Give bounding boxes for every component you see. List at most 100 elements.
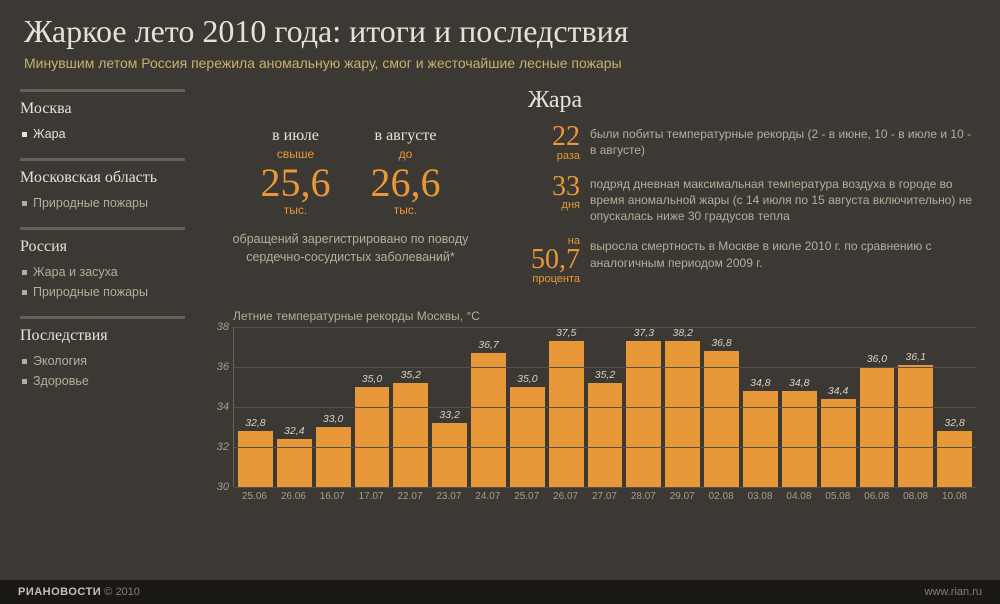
grid-line: [234, 327, 976, 328]
x-tick-label: 22.07: [393, 491, 428, 502]
x-tick-label: 10.08: [937, 491, 972, 502]
bar-value-label: 34,4: [828, 385, 848, 397]
sidebar-group-title[interactable]: Московская область: [20, 169, 185, 187]
bar-value-label: 33,2: [439, 409, 459, 421]
sidebar-group-title[interactable]: Москва: [20, 100, 185, 118]
bar-value-label: 32,4: [284, 425, 304, 437]
footer-url: www.rian.ru: [925, 586, 982, 598]
x-tick-label: 02.08: [704, 491, 739, 502]
bar-value-label: 35,2: [595, 369, 615, 381]
stat-column: в июлесвыше25,6тыс.: [261, 127, 331, 217]
sidebar: Москва Жара Московская область Природные по…: [20, 87, 185, 502]
bar-value-label: 36,0: [867, 353, 887, 365]
bar-fill: [471, 353, 506, 487]
bar-value-label: 32,8: [245, 417, 265, 429]
bar-value-label: 35,0: [517, 373, 537, 385]
bar-fill: [432, 423, 467, 487]
x-tick-label: 16.07: [315, 491, 350, 502]
sidebar-item[interactable]: Жара: [20, 124, 185, 144]
y-tick-label: 34: [217, 401, 229, 413]
x-tick-label: 26.06: [276, 491, 311, 502]
sidebar-item[interactable]: Экология: [20, 351, 185, 371]
y-tick-label: 32: [217, 441, 229, 453]
stat-value: 26,6: [371, 163, 441, 203]
stat-unit: тыс.: [261, 203, 331, 217]
y-tick-label: 30: [217, 481, 229, 493]
bar-value-label: 35,2: [401, 369, 421, 381]
fact-text: подряд дневная максимальная температура …: [590, 174, 976, 225]
sidebar-group-title[interactable]: Россия: [20, 238, 185, 256]
bar-fill: [510, 387, 545, 487]
x-tick-label: 28.07: [626, 491, 661, 502]
fact-text: выросла смертность в Москве в июле 2010 …: [590, 236, 976, 285]
bar-value-label: 38,2: [672, 327, 692, 339]
bar-fill: [549, 341, 584, 487]
sidebar-item[interactable]: Природные пожары: [20, 193, 185, 213]
heat-block: Жара 22разабыли побиты температурные рек…: [498, 87, 976, 297]
page-subtitle: Минувшим летом Россия пережила аномальну…: [24, 55, 976, 71]
footer: РИАНОВОСТИ © 2010 www.rian.ru: [0, 580, 1000, 604]
x-tick-label: 08.08: [898, 491, 933, 502]
fact-value: 50,7: [531, 244, 580, 275]
x-tick-label: 25.07: [509, 491, 544, 502]
x-tick-label: 24.07: [470, 491, 505, 502]
fact-value: 22: [552, 121, 580, 152]
bar-fill: [937, 431, 972, 487]
bar-fill: [665, 341, 700, 487]
stat-month: в августе: [371, 127, 441, 145]
x-tick-label: 05.08: [820, 491, 855, 502]
bar-value-label: 37,5: [556, 327, 576, 339]
footer-copyright: © 2010: [104, 586, 140, 598]
grid-line: [234, 407, 976, 408]
bar-value-label: 32,8: [944, 417, 964, 429]
sidebar-item[interactable]: Здоровье: [20, 371, 185, 391]
bar-value-label: 34,8: [750, 377, 770, 389]
x-tick-label: 27.07: [587, 491, 622, 502]
x-tick-label: 23.07: [431, 491, 466, 502]
x-tick-label: 25.06: [237, 491, 272, 502]
grid-line: [234, 487, 976, 488]
bar-value-label: 37,3: [634, 327, 654, 339]
footer-brand: РИАНОВОСТИ: [18, 586, 101, 598]
bar-fill: [743, 391, 778, 487]
stats-block: в июлесвыше25,6тыс. в августедо26,6тыс. о…: [203, 87, 498, 297]
grid-line: [234, 447, 976, 448]
chart: Летние температурные рекорды Москвы, °C …: [203, 309, 976, 502]
stat-month: в июле: [261, 127, 331, 145]
fact-value: 33: [552, 171, 580, 202]
sidebar-item[interactable]: Жара и засуха: [20, 262, 185, 282]
y-tick-label: 38: [217, 321, 229, 333]
x-tick-label: 06.08: [859, 491, 894, 502]
bar-value-label: 35,0: [362, 373, 382, 385]
bar-fill: [588, 383, 623, 487]
bar-fill: [704, 351, 739, 487]
bar-value-label: 36,7: [478, 339, 498, 351]
fact-suffix: раза: [528, 151, 580, 162]
bar-fill: [393, 383, 428, 487]
x-tick-label: 17.07: [354, 491, 389, 502]
stat-unit: тыс.: [371, 203, 441, 217]
bar-value-label: 34,8: [789, 377, 809, 389]
fact-row: 22разабыли побиты температурные рекорды …: [528, 124, 976, 162]
sidebar-group-title[interactable]: Последствия: [20, 327, 185, 345]
fact-row: 33дняподряд дневная максимальная темпера…: [528, 174, 976, 225]
bar-value-label: 33,0: [323, 413, 343, 425]
stats-caption: обращений зарегистрировано по поводу сер…: [203, 231, 498, 266]
heat-title: Жара: [528, 87, 976, 114]
bar-fill: [626, 341, 661, 487]
chart-title: Летние температурные рекорды Москвы, °C: [203, 309, 976, 323]
page-title: Жаркое лето 2010 года: итоги и последств…: [24, 14, 976, 49]
stat-column: в августедо26,6тыс.: [371, 127, 441, 217]
bar-fill: [238, 431, 273, 487]
sidebar-item[interactable]: Природные пожары: [20, 282, 185, 302]
bar-value-label: 36,1: [906, 351, 926, 363]
bar-fill: [898, 365, 933, 487]
bar-fill: [355, 387, 390, 487]
fact-suffix: процента: [528, 274, 580, 285]
bar-fill: [860, 367, 895, 487]
x-tick-label: 03.08: [743, 491, 778, 502]
x-tick-label: 26.07: [548, 491, 583, 502]
grid-line: [234, 367, 976, 368]
x-tick-label: 04.08: [781, 491, 816, 502]
x-tick-label: 29.07: [665, 491, 700, 502]
